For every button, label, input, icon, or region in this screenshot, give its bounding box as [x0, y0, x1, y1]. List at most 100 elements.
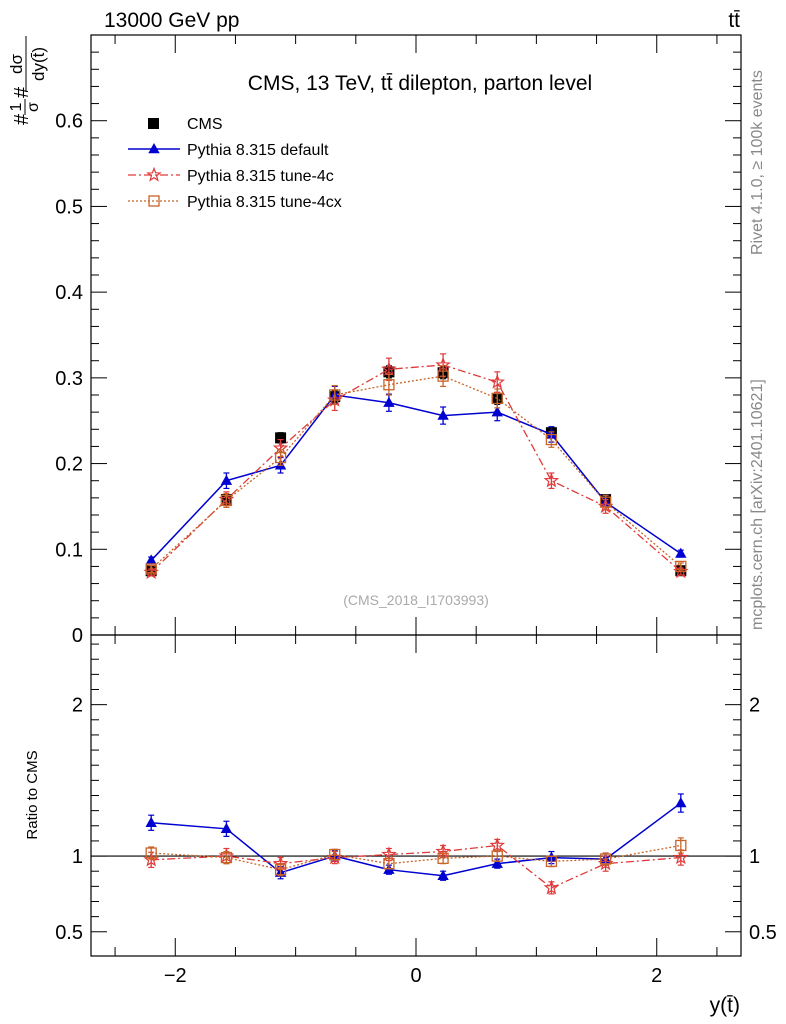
- x-tick-label: 2: [651, 965, 662, 987]
- ratio-point-tune4c: [543, 879, 560, 895]
- ratio-point-tune4cx: [383, 857, 395, 870]
- main-point-tune4cx: [675, 560, 687, 573]
- ratio-point-tune4cx: [545, 855, 558, 868]
- main-point-tune4cx: [145, 563, 157, 575]
- legend-item-tune4cx: Pythia 8.315 tune-4cx: [128, 194, 342, 211]
- x-tick-label: 0: [410, 965, 421, 987]
- y-axis-label-num: 1: [8, 102, 25, 111]
- main-point-tune4cx: [599, 496, 612, 508]
- analysis-watermark: (CMS_2018_I1703993): [343, 592, 489, 608]
- main-point-tune4cx: [545, 433, 558, 446]
- main-point-default: [437, 409, 449, 420]
- ratio-point-tune4cx: [274, 864, 287, 876]
- ratio-point-default: [675, 797, 687, 808]
- main-point-tune4cx: [329, 389, 341, 401]
- y-axis-label-dden: dy(t̄): [29, 47, 48, 81]
- legend-label-default: Pythia 8.315 default: [187, 142, 329, 159]
- ratio-y-tick-label-right: 0.5: [749, 922, 777, 944]
- ratio-y-tick-label-right: 1: [749, 846, 760, 868]
- ratio-y-tick-label: 1: [72, 846, 83, 868]
- y-tick-label: 0.3: [55, 368, 83, 390]
- legend-label-tune4c: Pythia 8.315 tune-4c: [187, 168, 334, 185]
- ratio-series-tune4cx: [145, 837, 687, 877]
- main-series-tune4cx: [145, 365, 687, 575]
- main-point-default: [491, 406, 503, 417]
- y-tick-label: 0.4: [55, 282, 83, 304]
- ratio-series-tune4c: [143, 837, 689, 895]
- ratio-point-default: [220, 822, 233, 834]
- ratio-point-tune4cx: [220, 851, 233, 864]
- y-tick-label: 0.1: [55, 539, 83, 561]
- y-axis-label-dnum: dσ: [7, 54, 26, 74]
- ratio-point-tune4cx: [437, 852, 449, 864]
- main-line-tune4cx: [150, 375, 682, 570]
- main-point-default: [220, 474, 233, 485]
- ratio-point-default: [437, 869, 449, 880]
- legend-marker-tune4c: [146, 166, 162, 182]
- legend: CMS Pythia 8.315 default Pythia 8.315 tu…: [128, 116, 342, 211]
- main-series-tune4c: [143, 353, 689, 580]
- main-point-default: [383, 396, 395, 407]
- ratio-y-tick-label: 2: [72, 695, 83, 717]
- main-point-tune4cx: [437, 370, 449, 382]
- y-tick-label: 0.2: [55, 454, 83, 476]
- ratio-point-tune4cx: [491, 850, 503, 862]
- y-axis-label-den: σ: [25, 102, 42, 112]
- y-axis-label-mid: #: [11, 86, 33, 98]
- main-axes: 0 0.1 0.2 0.3 0.4 0.5 0.6: [55, 35, 741, 647]
- legend-label-cms: CMS: [187, 116, 223, 133]
- ratio-line-tune4cx: [151, 844, 681, 871]
- main-line-tune4c: [150, 364, 682, 573]
- ratio-line-tune4c: [151, 844, 681, 889]
- legend-item-cms: CMS: [148, 116, 223, 133]
- main-series-default: [145, 385, 687, 565]
- x-axis-label: y(t̄): [710, 994, 740, 1017]
- legend-marker-default: [148, 143, 160, 154]
- ratio-y-axis-label: Ratio to CMS: [24, 750, 41, 839]
- beam-label: 13000 GeV pp: [104, 9, 239, 32]
- y-tick-label: 0.5: [55, 196, 83, 218]
- ratio-y-tick-label-right: 2: [749, 695, 760, 717]
- ratio-point-tune4c: [672, 849, 689, 865]
- main-point-tune4cx: [274, 451, 287, 464]
- process-label: tt̄: [728, 9, 740, 32]
- ratio-y-tick-label: 0.5: [55, 922, 83, 944]
- main-point-tune4c: [489, 373, 506, 389]
- main-point-tune4cx: [491, 392, 503, 405]
- ratio-series: [143, 793, 689, 895]
- ratio-point-default: [145, 816, 157, 827]
- x-tick-label: −2: [164, 965, 187, 987]
- ratio-point-default: [491, 857, 503, 868]
- ratio-line-default: [151, 802, 682, 877]
- main-line-default: [150, 394, 682, 561]
- main-point-default: [675, 547, 687, 558]
- main-series-cms: [145, 365, 687, 577]
- ratio-axes: 0.5 0.5 1 1 2 2 −2 0 2: [55, 635, 777, 987]
- main-point-cms: [275, 432, 287, 444]
- ratio-point-tune4c: [381, 846, 397, 862]
- rivet-label: Rivet 4.1.0, ≥ 100k events: [749, 70, 766, 255]
- legend-item-tune4c: Pythia 8.315 tune-4c: [128, 166, 334, 185]
- ratio-point-tune4c: [489, 837, 506, 853]
- main-series: [143, 353, 689, 580]
- main-point-default: [145, 554, 157, 565]
- y-tick-label: 0.6: [55, 111, 83, 133]
- ratio-point-tune4cx: [329, 848, 341, 861]
- ratio-point-tune4cx: [599, 853, 612, 865]
- main-point-tune4cx: [383, 379, 395, 391]
- legend-label-tune4cx: Pythia 8.315 tune-4cx: [187, 194, 342, 211]
- mcplots-label: mcplots.cern.ch [arXiv:2401.10621]: [749, 379, 766, 630]
- y-axis-label-prefix: #: [11, 113, 33, 125]
- ratio-point-tune4cx: [145, 847, 157, 859]
- main-point-tune4c: [381, 361, 397, 376]
- main-point-tune4c: [543, 472, 560, 488]
- legend-item-default: Pythia 8.315 default: [128, 142, 329, 159]
- y-axis-label: # 1 σ # dσ dy(t̄): [7, 36, 48, 125]
- ratio-panel-frame: [90, 634, 742, 957]
- y-tick-label: 0: [72, 625, 83, 647]
- chart-title: CMS, 13 TeV, tt̄ dilepton, parton level: [248, 72, 592, 95]
- main-point-tune4cx: [220, 494, 233, 507]
- legend-marker-tune4cx: [148, 195, 160, 207]
- legend-marker-cms: [148, 118, 159, 129]
